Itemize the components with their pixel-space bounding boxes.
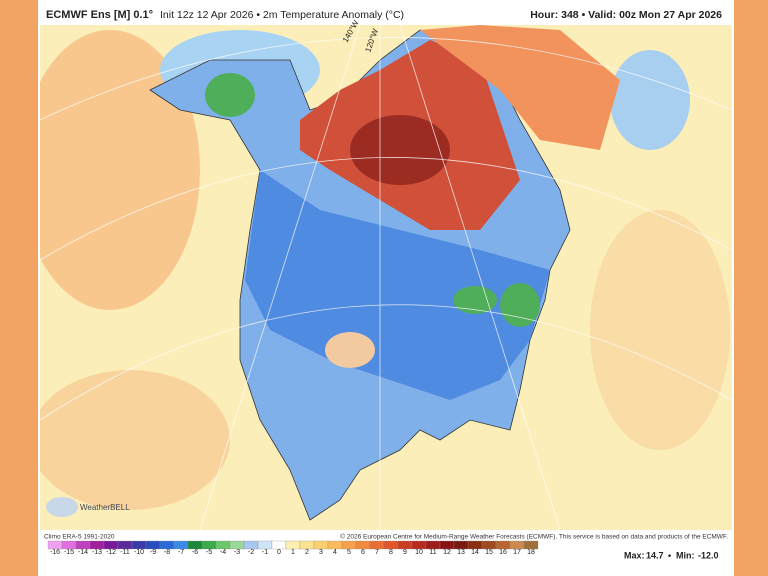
colorbar-label: 6	[361, 549, 365, 556]
colorbar-label: -10	[134, 549, 144, 556]
anomaly-warm	[40, 30, 200, 310]
logo-mark	[46, 497, 78, 517]
colorbar-cell	[481, 540, 497, 550]
colorbar-label: -7	[178, 549, 184, 556]
copyright: © 2026 European Centre for Medium-Range …	[340, 533, 728, 541]
colorbar-cell	[411, 540, 427, 550]
colorbar-cell	[341, 540, 357, 550]
colorbar-cell	[215, 540, 231, 550]
colorbar-label: -8	[164, 549, 170, 556]
anomaly-cold	[453, 286, 497, 314]
colorbar-label: -13	[92, 549, 102, 556]
colorbar-label: -11	[120, 549, 130, 556]
colorbar-label: -3	[234, 549, 240, 556]
colorbar-cell	[369, 540, 385, 550]
colorbar-cell	[243, 540, 259, 550]
colorbar-cell	[327, 540, 343, 550]
colorbar-label: -16	[50, 549, 60, 556]
colorbar-cell	[271, 540, 287, 550]
colorbar-label: 15	[485, 549, 493, 556]
colorbar-cell	[75, 540, 91, 550]
colorbar-label: -4	[220, 549, 226, 556]
colorbar-cell	[439, 540, 455, 550]
colorbar-cell	[509, 540, 525, 550]
anomaly-warm	[40, 370, 230, 510]
colorbar-label: -5	[206, 549, 212, 556]
colorbar-cell	[453, 540, 469, 550]
colorbar-cell	[47, 540, 63, 550]
colorbar-cell	[159, 540, 175, 550]
colorbar-cell	[299, 540, 315, 550]
colorbar-cell	[187, 540, 203, 550]
climo: Climo ERA-5 1991-2020	[44, 534, 115, 541]
colorbar-label: 0	[277, 549, 281, 556]
anomaly-cold	[610, 50, 690, 150]
colorbar-label: 13	[457, 549, 465, 556]
colorbar-cell	[61, 540, 77, 550]
colorbar-label: -6	[192, 549, 198, 556]
colorbar-cell	[89, 540, 105, 550]
colorbar-label: -12	[106, 549, 116, 556]
colorbar-cell	[131, 540, 147, 550]
colorbar-cell	[355, 540, 371, 550]
max-label: Max:	[624, 550, 645, 560]
anomaly-hot	[350, 115, 450, 185]
logo: WeatherBELL	[80, 503, 130, 512]
colorbar-cell	[103, 540, 119, 550]
colorbar-label: -2	[248, 549, 254, 556]
colorbar-label: -9	[150, 549, 156, 556]
colorbar-label: -14	[78, 549, 88, 556]
min-value: -12.0	[698, 550, 719, 560]
colorbar-label: 11	[429, 549, 436, 556]
colorbar-label: 10	[415, 549, 423, 556]
colorbar-label: 16	[499, 549, 507, 556]
colorbar-label: 9	[403, 549, 407, 556]
colorbar-label: 14	[471, 549, 479, 556]
colorbar-label: 5	[347, 549, 351, 556]
colorbar-label: 1	[291, 549, 295, 556]
anomaly-cold	[205, 73, 255, 117]
colorbar-cell	[229, 540, 245, 550]
max-value: 14.7	[646, 550, 664, 560]
colorbar-cell	[467, 540, 483, 550]
colorbar-cell	[495, 540, 511, 550]
map: 140°W 120°W WeatherBELL	[40, 18, 732, 530]
colorbar-label: 3	[319, 549, 323, 556]
min-label: Min:	[676, 550, 695, 560]
colorbar-label: -1	[262, 549, 268, 556]
colorbar-label: 7	[375, 549, 379, 556]
colorbar-cell	[397, 540, 413, 550]
colorbar-label: 18	[527, 549, 535, 556]
anomaly-warm	[590, 210, 730, 450]
colorbar: -16 -15 -14 -13 -12 -11 -10 -9 -8 -7 -6 -5 -4 -3 -2 -1 0…	[47, 540, 539, 556]
colorbar-cell	[523, 540, 539, 550]
colorbar-label: 17	[513, 549, 521, 556]
valid-time: Hour: 348 • Valid: 00z Mon 27 Apr 2026	[530, 9, 722, 21]
colorbar-cell	[313, 540, 329, 550]
colorbar-label: 12	[443, 549, 451, 556]
colorbar-cell	[117, 540, 133, 550]
info: Init 12z 12 Apr 2026 • 2m Temperature An…	[160, 9, 404, 21]
anomaly-cold	[245, 170, 550, 400]
colorbar-cell	[425, 540, 441, 550]
colorbar-label: 4	[333, 549, 337, 556]
separator: •	[668, 550, 671, 560]
colorbar-cell	[173, 540, 189, 550]
colorbar-label: -15	[64, 549, 74, 556]
colorbar-cell	[285, 540, 301, 550]
greenland	[420, 25, 620, 150]
colorbar-cell	[201, 540, 217, 550]
colorbar-cell	[383, 540, 399, 550]
anomaly-warm	[325, 332, 375, 368]
anomaly-cold	[500, 283, 540, 327]
model: ECMWF Ens [M] 0.1°	[46, 9, 153, 21]
colorbar-cell	[257, 540, 273, 550]
colorbar-label: 2	[305, 549, 309, 556]
colorbar-cell	[145, 540, 161, 550]
colorbar-label: 8	[389, 549, 393, 556]
graticule	[40, 25, 732, 530]
